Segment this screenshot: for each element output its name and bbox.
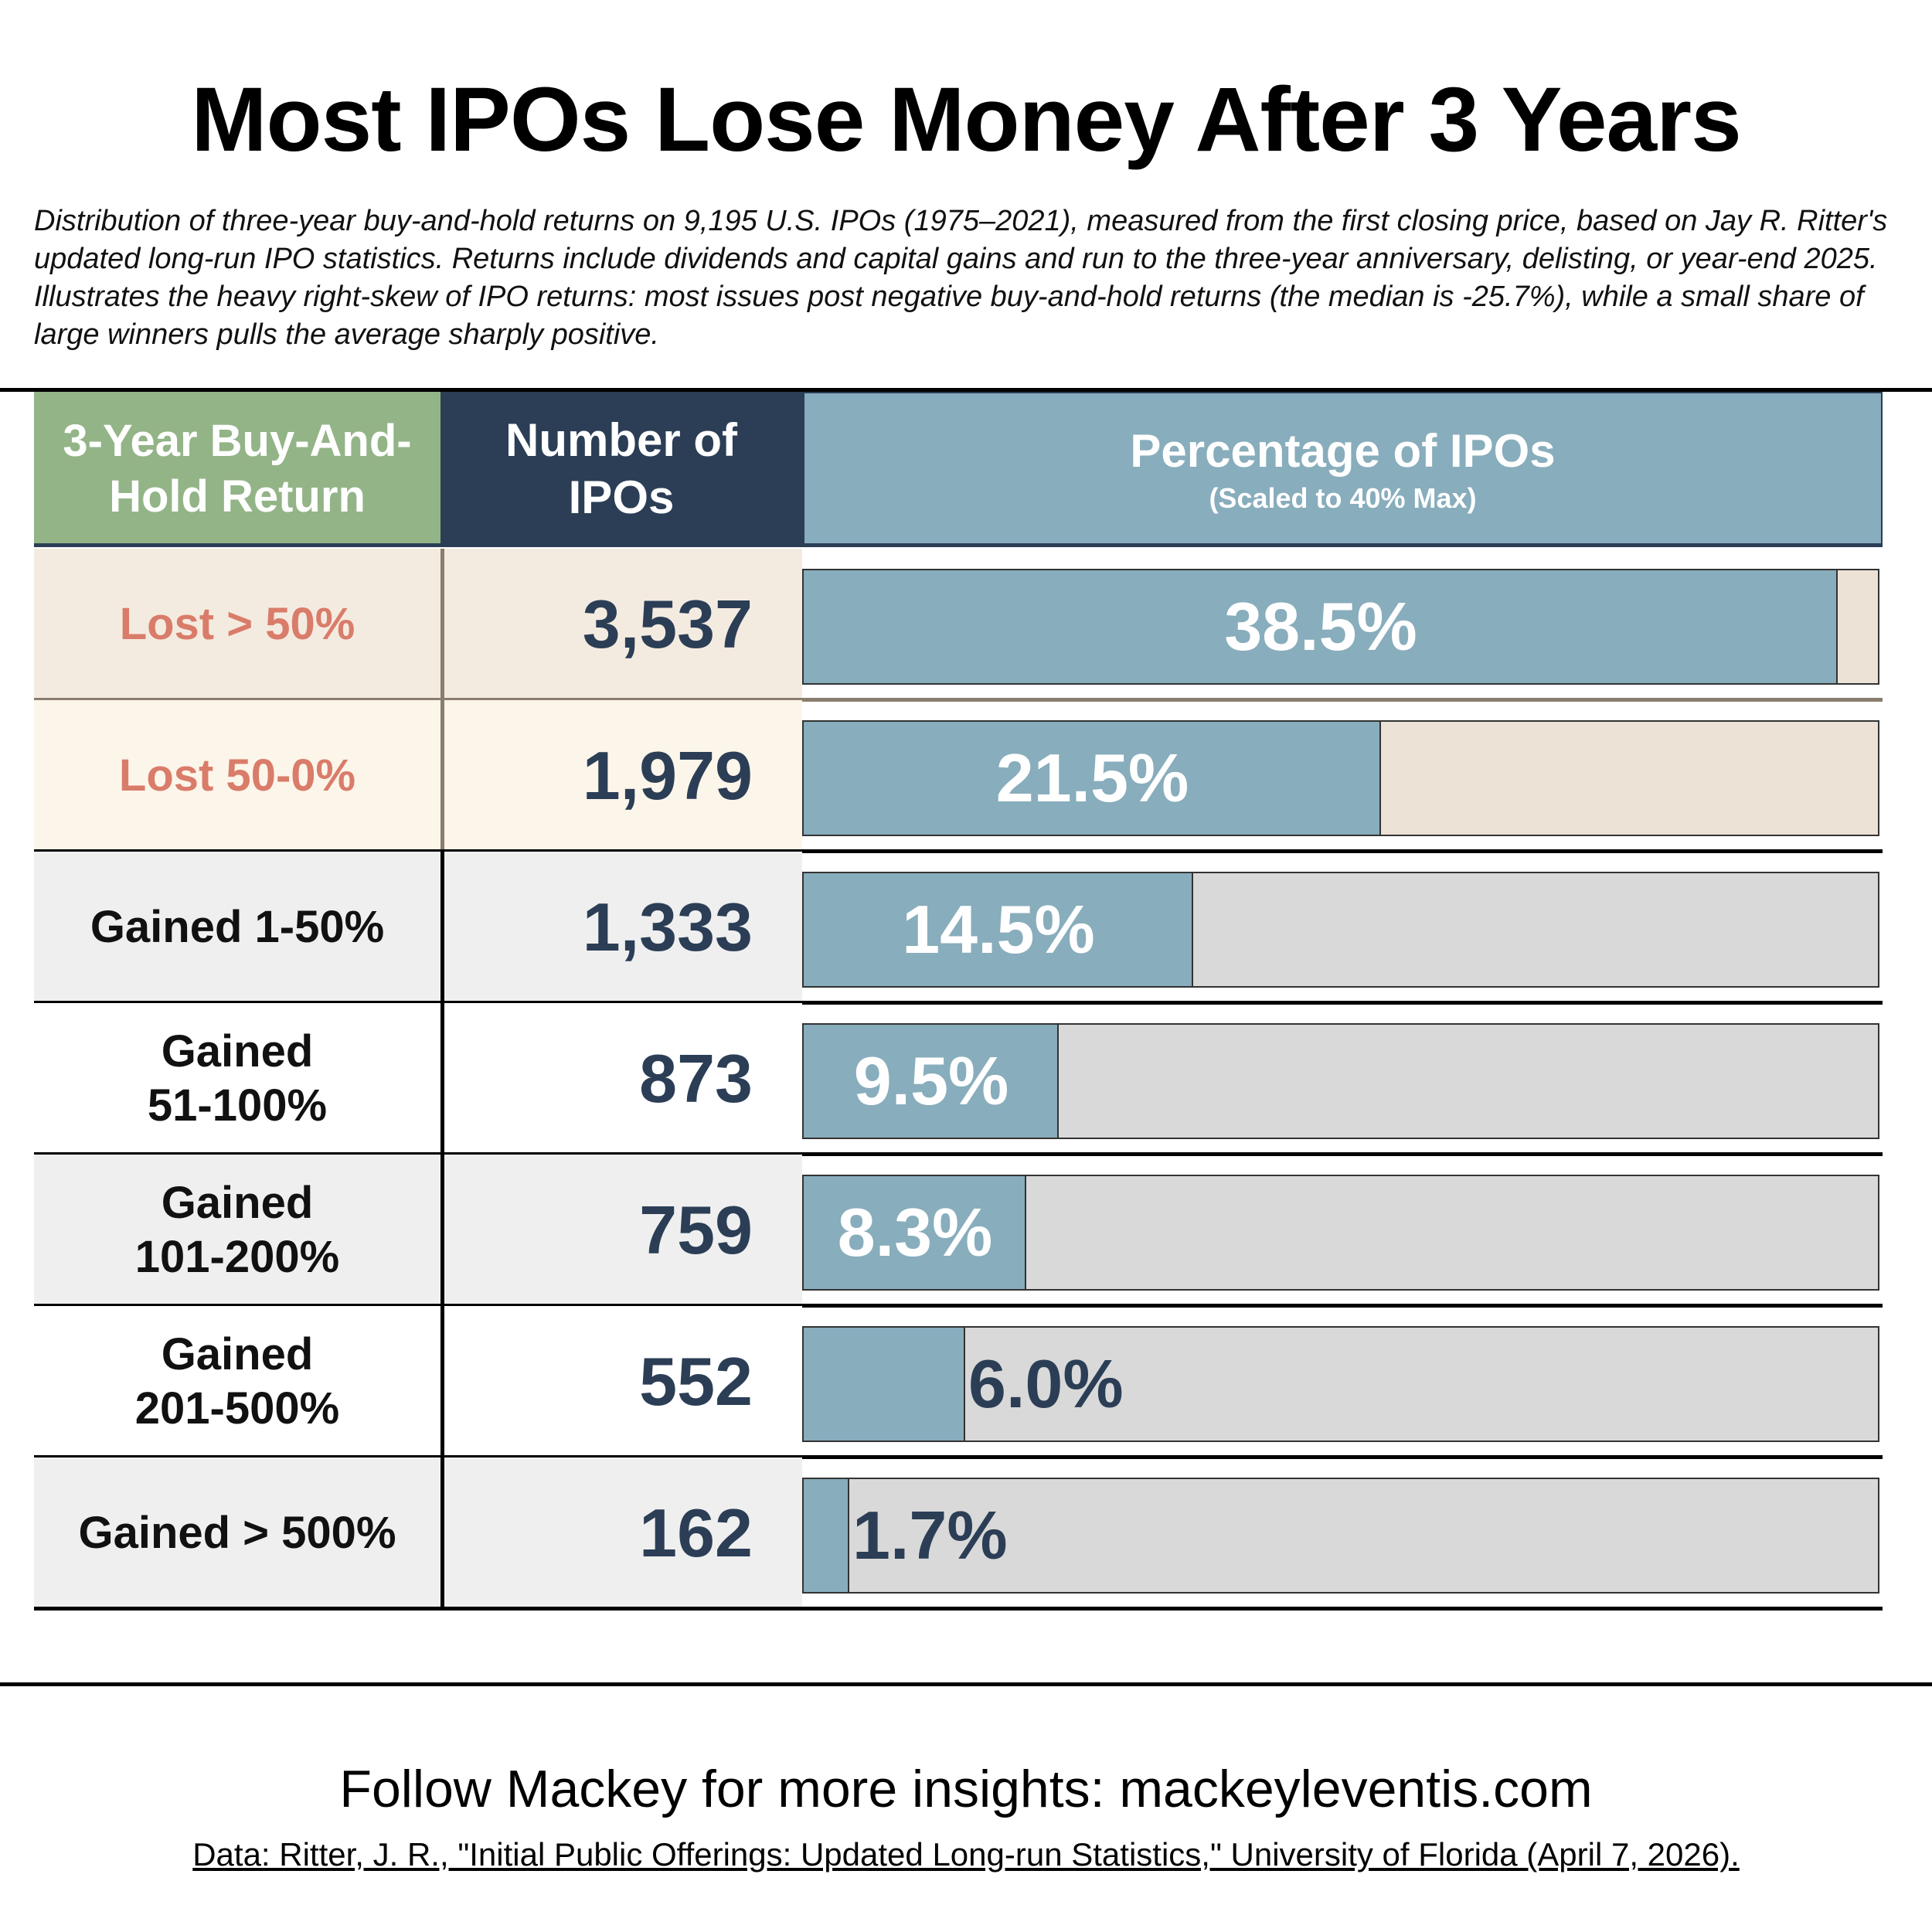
table-row: Gained 1-50% 1,333 14.5% <box>34 852 1883 1005</box>
bar-percent-label: 21.5% <box>995 740 1189 816</box>
row-count: 552 <box>440 1306 802 1458</box>
row-divider <box>34 1152 1883 1156</box>
row-bar-cell: 14.5% <box>802 852 1883 1003</box>
row-bar-cell: 9.5% <box>802 1003 1883 1155</box>
row-return-label: Gained > 500% <box>34 1458 440 1609</box>
bar-percent-label: 6.0% <box>968 1345 1124 1422</box>
bar-track: 8.3% <box>802 1175 1879 1291</box>
row-count: 162 <box>440 1458 802 1609</box>
bar-track: 21.5% <box>802 720 1879 836</box>
column-divider <box>440 1306 444 1458</box>
table-row: Gained > 500% 162 1.7% <box>34 1458 1883 1611</box>
row-bar-cell: 21.5% <box>802 700 1883 852</box>
bar-fill <box>804 570 1838 683</box>
row-divider <box>34 1455 1883 1459</box>
bar-percent-label: 1.7% <box>852 1497 1008 1573</box>
footer-follow: Follow Mackey for more insights: mackeyl… <box>339 1760 1593 1818</box>
row-return-label: Lost > 50% <box>34 549 440 700</box>
row-return-label: Lost 50-0% <box>34 700 440 852</box>
bar-percent-label: 8.3% <box>837 1194 993 1270</box>
row-return-label: Gained 101-200% <box>34 1155 440 1306</box>
header-percentage-note: (Scaled to 40% Max) <box>1209 482 1477 514</box>
row-count: 1,333 <box>440 852 802 1003</box>
bar-fill <box>804 1025 1059 1138</box>
header-percentage-label: Percentage of IPOs <box>1130 425 1556 477</box>
row-return-label: Gained 201-500% <box>34 1306 440 1458</box>
column-divider <box>440 700 444 852</box>
header-return: 3-Year Buy-And-Hold Return <box>34 392 440 546</box>
bar-track: 1.7% <box>802 1478 1879 1594</box>
bar-fill <box>804 722 1381 835</box>
row-divider <box>34 1001 1883 1005</box>
column-divider <box>440 1003 444 1155</box>
bar-track: 14.5% <box>802 872 1879 988</box>
chart-title: Most IPOs Lose Money After 3 Years <box>191 69 1741 171</box>
chart-subtitle: Distribution of three-year buy-and-hold … <box>34 205 1888 351</box>
table-row: Lost > 50% 3,537 38.5% <box>34 549 1883 702</box>
row-bar-cell: 38.5% <box>802 549 1883 700</box>
bar-fill <box>804 1176 1026 1289</box>
row-count: 759 <box>440 1155 802 1306</box>
row-bar-cell: 6.0% <box>802 1306 1883 1458</box>
row-return-label: Gained 1-50% <box>34 852 440 1003</box>
table-row: Gained 201-500% 552 6.0% <box>34 1306 1883 1459</box>
row-bar-cell: 8.3% <box>802 1155 1883 1306</box>
column-divider <box>440 549 444 700</box>
header-bottom-rule <box>34 543 1883 547</box>
header-number-label: Number of IPOs <box>505 414 737 523</box>
row-divider <box>34 1304 1883 1308</box>
bar-track: 38.5% <box>802 569 1879 685</box>
column-divider <box>440 1458 444 1609</box>
bottom-rule <box>0 1682 1932 1686</box>
column-divider <box>440 1155 444 1306</box>
row-bar-cell: 1.7% <box>802 1458 1883 1609</box>
bar-fill <box>804 873 1193 986</box>
bar-fill <box>804 1479 849 1592</box>
table-row: Lost 50-0% 1,979 21.5% <box>34 700 1883 853</box>
row-count: 1,979 <box>440 700 802 852</box>
row-divider <box>34 1607 1883 1611</box>
bar-fill <box>804 1328 965 1440</box>
bar-percent-label: 14.5% <box>902 891 1095 968</box>
header-number: Number of IPOs <box>440 392 802 546</box>
bar-track: 9.5% <box>802 1023 1879 1139</box>
bar-percent-label: 9.5% <box>853 1043 1009 1119</box>
row-divider <box>34 849 1883 853</box>
header-percentage: Percentage of IPOs (Scaled to 40% Max) <box>802 392 1883 546</box>
column-divider <box>440 852 444 1003</box>
bar-percent-label: 38.5% <box>1224 588 1417 665</box>
row-count: 3,537 <box>440 549 802 700</box>
footer-source[interactable]: Data: Ritter, J. R., "Initial Public Off… <box>192 1836 1740 1872</box>
row-count: 873 <box>440 1003 802 1155</box>
header-return-label: 3-Year Buy-And-Hold Return <box>63 416 412 522</box>
row-return-label: Gained 51-100% <box>34 1003 440 1155</box>
row-divider <box>34 698 1883 702</box>
bar-track: 6.0% <box>802 1326 1879 1442</box>
table-row: Gained 51-100% 873 9.5% <box>34 1003 1883 1156</box>
top-rule <box>0 388 1932 392</box>
table-row: Gained 101-200% 759 8.3% <box>34 1155 1883 1308</box>
